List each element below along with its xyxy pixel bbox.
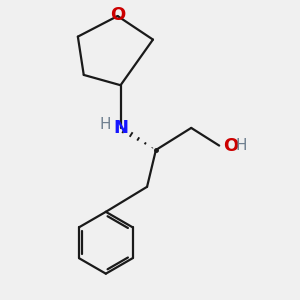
Text: H: H: [236, 138, 247, 153]
Text: H: H: [100, 117, 111, 132]
Text: O: O: [224, 136, 239, 154]
Text: O: O: [110, 6, 125, 24]
Text: N: N: [113, 119, 128, 137]
